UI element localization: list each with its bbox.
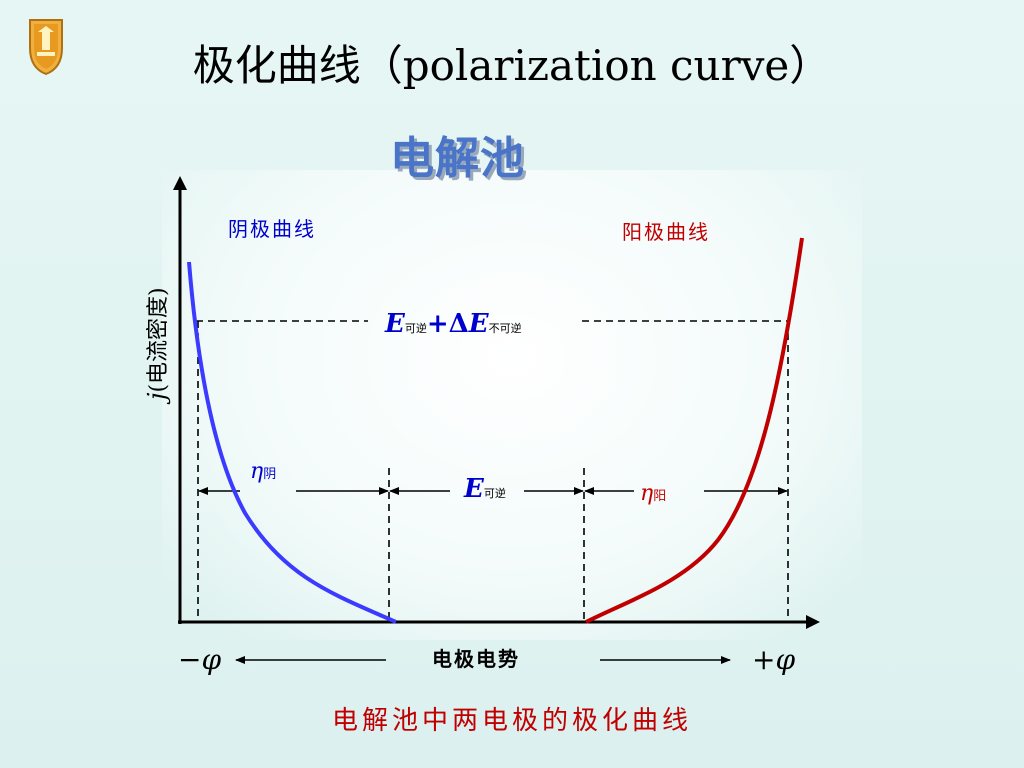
- diagram-subtitle: 电解池: [390, 133, 525, 184]
- pos-sign: +: [752, 643, 775, 676]
- anode-curve-label: 阳极曲线: [622, 220, 710, 244]
- y-axis-text: (电流密度): [146, 287, 171, 392]
- y-axis-label: j(电流密度): [143, 287, 171, 405]
- eta-cathode-label: η阴: [250, 459, 276, 484]
- pos-phi-label: +φ: [752, 643, 795, 676]
- neg-phi-symbol: φ: [201, 643, 221, 676]
- e-rev-plus-delta-e-irrev-label: E可逆+ΔE不可逆: [384, 309, 522, 339]
- x-axis-arrowhead: [806, 615, 820, 629]
- y-axis-j: j: [143, 392, 171, 405]
- university-crest-icon: [29, 19, 63, 76]
- y-axis-arrowhead: [173, 176, 187, 190]
- neg-phi-label: −φ: [178, 643, 221, 676]
- eta-anode-subscript: 阳: [653, 489, 666, 504]
- neg-sign: −: [178, 643, 201, 676]
- cathode-curve: [187, 261, 397, 624]
- rev-subscript: 可逆: [405, 321, 427, 335]
- e-rev-label: E可逆: [463, 474, 506, 504]
- e-rev-subscript: 可逆: [484, 486, 506, 500]
- pos-phi-symbol: φ: [775, 643, 795, 676]
- page-title: 极化曲线（polarization curve）: [192, 41, 832, 90]
- figure-caption: 电解池中两电极的极化曲线: [331, 706, 692, 736]
- diagram-background: [162, 170, 862, 640]
- irrev-subscript: 不可逆: [489, 321, 522, 335]
- eta-anode-symbol: η: [640, 481, 653, 506]
- cathode-curve-label: 阴极曲线: [228, 217, 316, 241]
- eta-symbol: η: [250, 459, 263, 484]
- e-symbol: E: [384, 309, 406, 339]
- plus-delta: +Δ: [427, 309, 469, 339]
- eta-anode-label: η阳: [640, 481, 666, 506]
- e-symbol-2: E: [468, 309, 490, 339]
- anode-curve: [585, 237, 804, 624]
- eta-cathode-subscript: 阴: [263, 467, 276, 482]
- x-axis-label: 电极电势: [432, 647, 520, 671]
- e-rev-symbol: E: [463, 474, 485, 504]
